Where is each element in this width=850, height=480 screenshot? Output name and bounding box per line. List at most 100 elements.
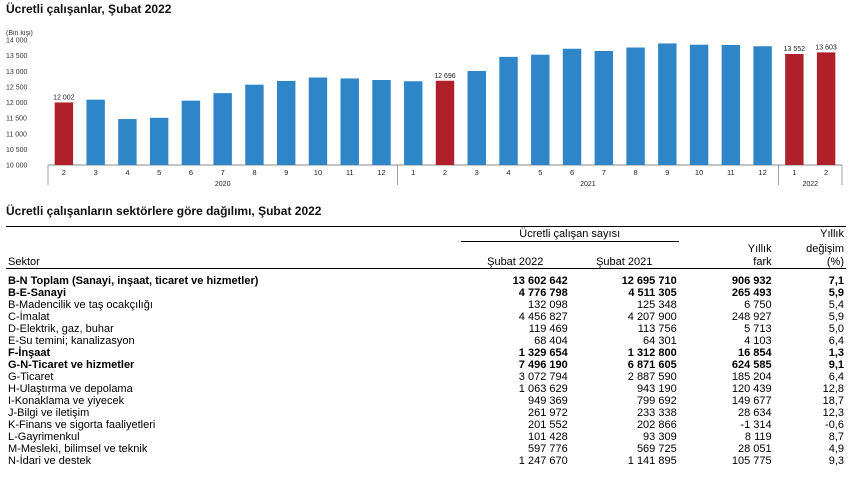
bar-7 — [276, 80, 296, 165]
data-label: 13 603 — [815, 44, 837, 51]
table-title: Ücretli çalışanların sektörlere göre dağ… — [6, 204, 322, 218]
chart-title: Ücretli çalışanlar, Şubat 2022 — [6, 2, 172, 16]
sector-cell: F-İnşaat — [8, 347, 51, 359]
annual-diff-cell: 8 119 — [744, 431, 772, 443]
sector-cell: J-Bilgi ve iletişim — [8, 407, 90, 419]
employment-bar-chart: (Bin kişi) 10 000 10 500 11 000 11 500 12 000… — [6, 30, 843, 188]
header-annual-change-line1: Yıllık — [820, 228, 844, 241]
feb-2021-cell: 6 871 605 — [627, 359, 677, 371]
x-tick-label: 12 — [758, 168, 766, 177]
annual-change-cell: 18,7 — [822, 395, 844, 407]
feb-2021-cell: 1 141 895 — [627, 455, 677, 467]
x-tick-label: 7 — [221, 168, 225, 177]
x-tick-label: 5 — [157, 168, 161, 177]
annual-diff-cell: 105 775 — [731, 455, 772, 467]
x-tick-label: 4 — [125, 168, 129, 177]
table-header-row-1: Ücretli çalışan sayısı Yıllık — [6, 226, 846, 242]
table-row: E-Su temini; kanalizasyon 68 404 64 301 4 1… — [6, 335, 846, 347]
feb-2022-cell: 3 072 794 — [518, 371, 568, 383]
x-tick-label: 12 — [377, 168, 385, 177]
sector-cell: B-Madencilik ve taş ocakçılığı — [8, 299, 153, 311]
table-row: N-İdari ve destek 1 247 670 1 141 895 105 7… — [6, 455, 846, 467]
annual-change-cell: 7,1 — [828, 275, 844, 287]
annual-change-cell: 6,4 — [828, 335, 844, 347]
feb-2022-cell: 7 496 190 — [518, 359, 568, 371]
bar-9 — [340, 78, 359, 165]
table-row: G-N-Ticaret ve hizmetler 7 496 190 6 871 6… — [6, 359, 846, 371]
x-tick-label: 6 — [570, 168, 574, 177]
data-label: 13 552 — [784, 46, 806, 53]
feb-2022-cell: 261 972 — [527, 407, 568, 419]
x-tick-label: 7 — [602, 168, 606, 177]
table-row: L-Gayrimenkul 101 428 93 309 8 119 8,7 — [6, 431, 846, 443]
header-feb-2021: Şubat 2021 — [569, 255, 679, 269]
annual-change-cell: 5,9 — [828, 311, 844, 323]
y-tick-label: 14 000 — [6, 38, 28, 45]
feb-2022-cell: 1 063 629 — [518, 383, 568, 395]
feb-2021-cell: 4 511 305 — [628, 287, 677, 299]
header-sector: Sektor — [6, 255, 461, 269]
table-row: B-N Toplam (Sanayi, inşaat, ticaret ve h… — [6, 275, 846, 287]
feb-2021-cell: 12 695 710 — [621, 275, 677, 287]
bar-20 — [689, 44, 709, 165]
table-body: B-N Toplam (Sanayi, inşaat, ticaret ve h… — [6, 275, 846, 467]
feb-2022-cell: 1 329 654 — [518, 347, 568, 359]
sector-table: Ücretli çalışan sayısı Yıllık Yıllık değ… — [6, 226, 846, 467]
annual-change-cell: 9,3 — [828, 455, 844, 467]
feb-2022-cell: 101 428 — [527, 431, 568, 443]
annual-change-cell: 8,7 — [828, 431, 844, 443]
x-tick-label: 2 — [62, 168, 66, 177]
x-tick-label: 3 — [94, 168, 98, 177]
y-tick-label: 10 500 — [6, 147, 28, 154]
feb-2022-cell: 4 456 827 — [518, 311, 568, 323]
annual-diff-cell: 149 677 — [731, 395, 772, 407]
annual-diff-cell: 28 051 — [737, 443, 772, 455]
bar-10 — [372, 80, 391, 165]
x-tick-label: 9 — [284, 168, 288, 177]
x-tick-label: 3 — [475, 168, 479, 177]
x-tick-label: 9 — [665, 168, 669, 177]
feb-2022-cell: 4 776 798 — [518, 287, 568, 299]
y-tick-label: 13 500 — [6, 53, 28, 60]
bar-13 — [467, 70, 486, 165]
x-tick-label: 11 — [727, 168, 735, 177]
sector-table-container: Ücretli çalışan sayısı Yıllık Yıllık değ… — [6, 226, 846, 467]
x-tick-label: 2 — [443, 168, 447, 177]
table-header-row-2: Yıllık değişim — [6, 242, 846, 256]
header-annual-diff-line1 — [679, 227, 774, 242]
bar-8 — [308, 77, 328, 165]
feb-2021-cell: 64 301 — [643, 335, 677, 347]
feb-2022-cell: 201 552 — [527, 419, 568, 431]
bar-6 — [245, 84, 264, 165]
annual-change-cell: 9,1 — [828, 359, 844, 371]
table-row: F-İnşaat 1 329 654 1 312 800 16 854 1,3 — [6, 347, 846, 359]
feb-2022-cell: 68 404 — [534, 335, 568, 347]
sector-cell: B-N Toplam (Sanayi, inşaat, ticaret ve h… — [8, 275, 259, 287]
y-tick-label: 13 000 — [6, 69, 28, 76]
bar-24 — [816, 52, 836, 165]
table-row: M-Mesleki, bilimsel ve teknik 597 776 569 … — [6, 443, 846, 455]
annual-change-cell: 4,9 — [828, 443, 844, 455]
annual-change-cell: -0,6 — [825, 419, 844, 431]
annual-change-cell: 5,4 — [828, 299, 844, 311]
bar-16 — [562, 48, 582, 165]
annual-diff-cell: 906 932 — [731, 275, 772, 287]
annual-change-cell: 12,3 — [822, 407, 844, 419]
table-row: H-Ulaştırma ve depolama 1 063 629 943 190 1… — [6, 383, 846, 395]
feb-2021-cell: 799 692 — [636, 395, 677, 407]
table-row: K-Finans ve sigorta faaliyetleri 201 552 2… — [6, 419, 846, 431]
annual-change-cell: 5,0 — [828, 323, 844, 335]
bar-15 — [531, 54, 550, 165]
bar-4 — [181, 100, 201, 165]
feb-2021-cell: 1 312 800 — [627, 347, 677, 359]
annual-diff-cell: 248 927 — [731, 311, 772, 323]
bar-1 — [86, 99, 105, 165]
sector-cell: K-Finans ve sigorta faaliyetleri — [8, 419, 156, 431]
y-tick-label: 12 500 — [6, 84, 28, 91]
header-annual-change-line2: değişim — [806, 243, 844, 255]
header-group-employee-count: Ücretli çalışan sayısı — [460, 226, 679, 242]
x-tick-label: 1 — [792, 168, 796, 177]
x-tick-label: 11 — [346, 168, 354, 177]
sector-cell: N-İdari ve destek — [8, 455, 92, 467]
feb-2021-cell: 93 309 — [643, 431, 677, 443]
